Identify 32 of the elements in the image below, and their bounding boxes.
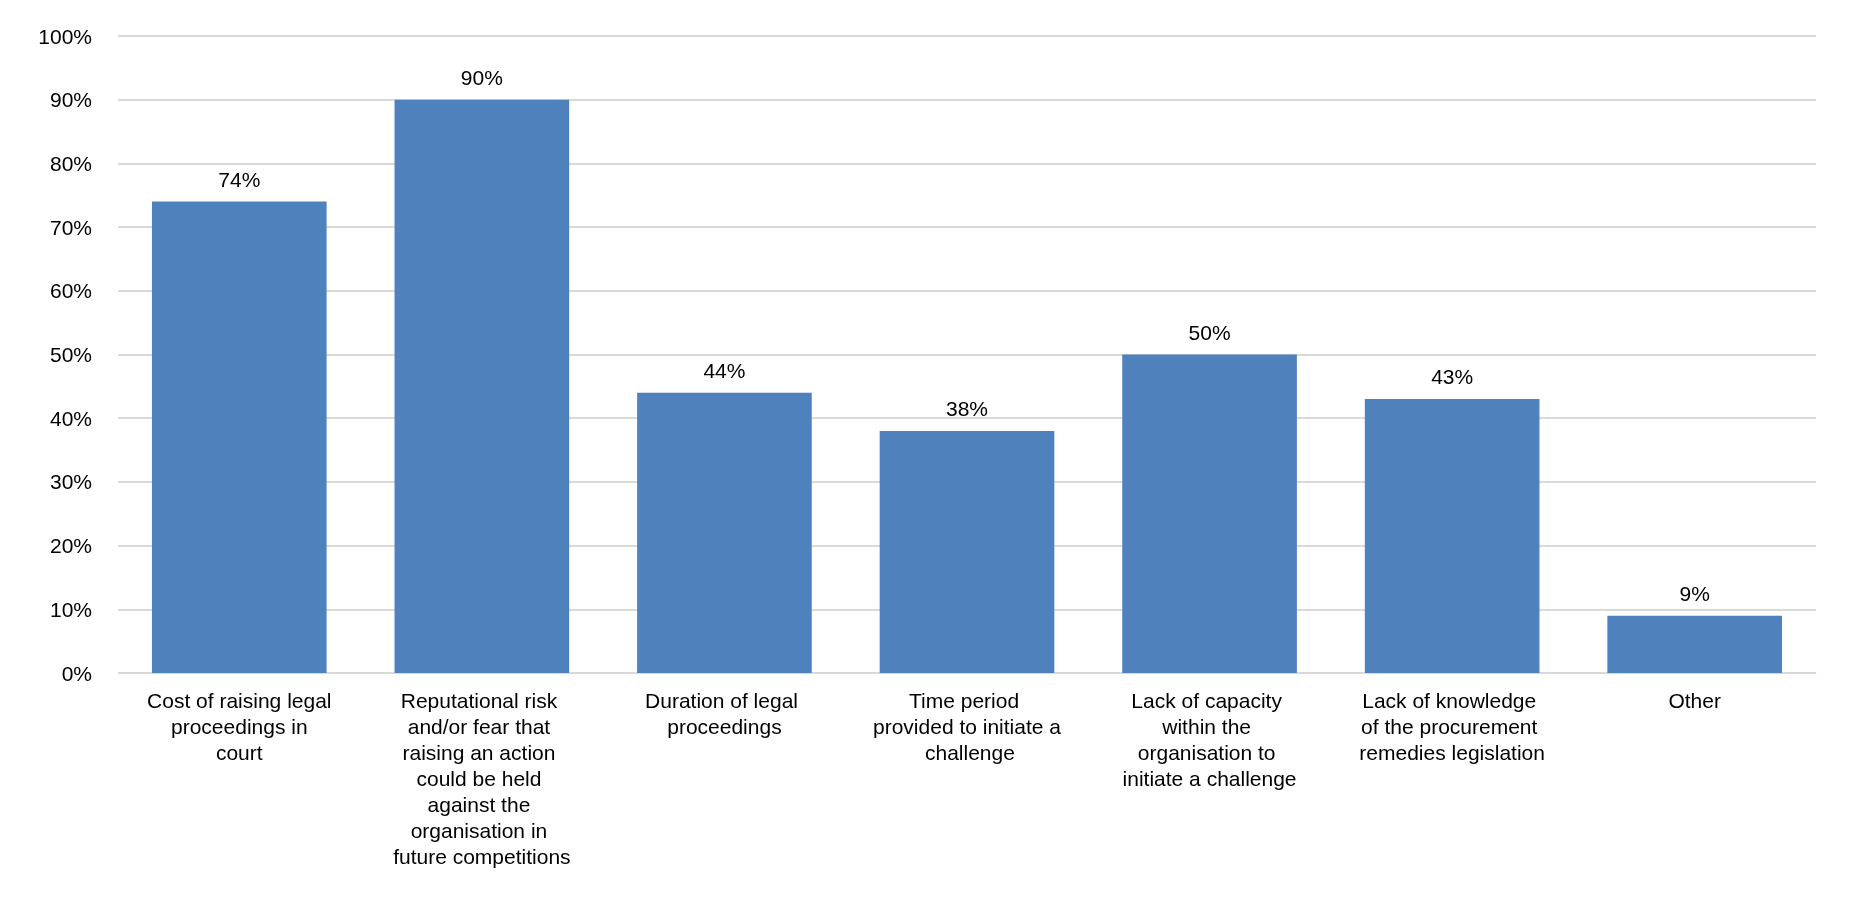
x-tick-label: Other	[1668, 688, 1721, 712]
bar	[1122, 354, 1297, 673]
x-tick-label: Time period provided to initiate a challenge	[873, 688, 1062, 764]
y-tick-label: 10%	[49, 597, 92, 621]
data-label: 38%	[945, 396, 989, 420]
y-tick-label: 100%	[38, 24, 92, 48]
data-label: 50%	[1188, 320, 1231, 344]
y-tick-label: 60%	[49, 279, 92, 303]
data-label: 90%	[460, 65, 503, 89]
y-tick-label: 70%	[49, 215, 92, 239]
y-tick-label: 90%	[49, 88, 92, 112]
bar	[879, 430, 1055, 673]
bar	[151, 201, 327, 673]
y-tick-label: 20%	[49, 534, 92, 558]
y-tick-label: 50%	[49, 343, 92, 366]
data-label: 43%	[1431, 365, 1474, 389]
data-label: 9%	[1679, 581, 1710, 605]
x-tick-label: Lack of capacity within the organisation to initiate a challenge	[1122, 688, 1297, 790]
x-tick-label: Reputational risk and/or fear that raising an action could be held against the organisation in future competitions	[393, 688, 571, 868]
data-label: 44%	[703, 358, 746, 382]
x-tick-label: Duration of legal proceedings	[645, 688, 804, 738]
data-label: 74%	[218, 167, 261, 191]
y-tick-label: 40%	[49, 406, 92, 430]
y-tick-label: 0%	[61, 661, 92, 685]
bar	[394, 99, 570, 673]
y-tick-label: 30%	[49, 470, 92, 494]
x-tick-label: Cost of raising legal proceedings in court	[147, 688, 332, 764]
x-tick-label: Lack of knowledge of the procurement remedies legislation	[1359, 688, 1545, 764]
bar	[1607, 615, 1783, 673]
bar	[637, 392, 812, 673]
y-tick-label: 80%	[49, 151, 92, 175]
bar	[1364, 399, 1540, 673]
